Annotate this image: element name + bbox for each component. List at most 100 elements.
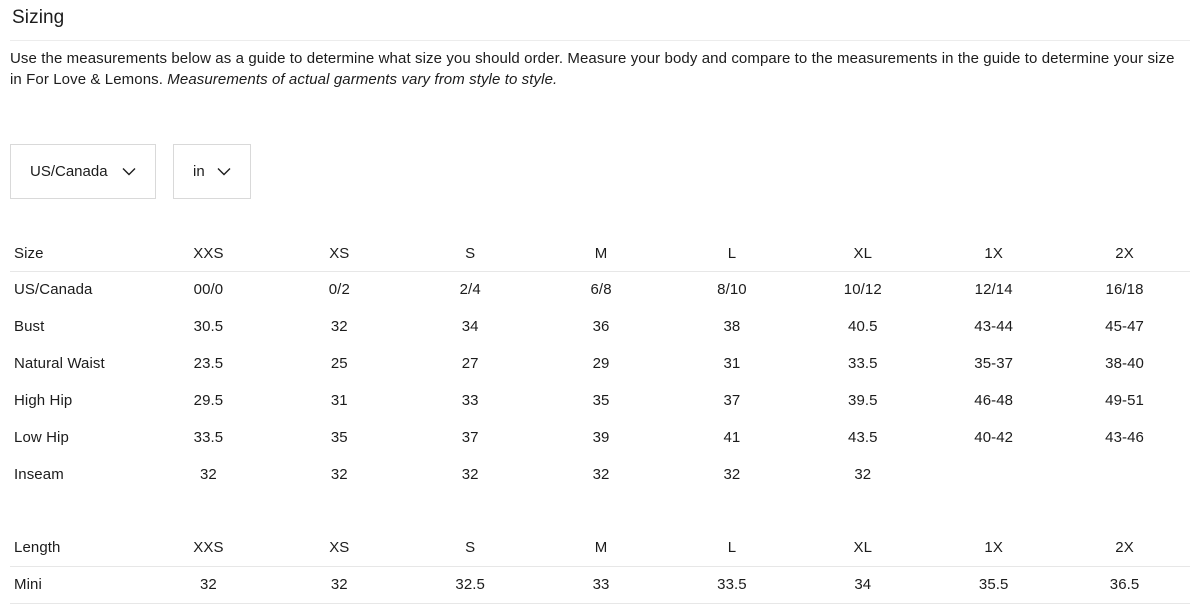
value-cell xyxy=(928,456,1059,493)
value-cell: 29 xyxy=(592,355,610,372)
unit-select-value: in xyxy=(193,163,205,180)
value-cell: 31 xyxy=(330,392,348,409)
value-cell: 32 xyxy=(592,466,610,483)
value-cell: 25 xyxy=(330,355,348,372)
value-cell: 39 xyxy=(592,429,610,446)
description-italic-text: Measurements of actual garments vary fro… xyxy=(167,70,558,88)
size-column-header: 2X xyxy=(1059,237,1190,272)
size-column-header: XS xyxy=(273,237,405,272)
value-cell: 12/14 xyxy=(974,281,1013,299)
value-cell: 35 xyxy=(330,429,348,446)
size-column-header: S xyxy=(404,530,536,567)
size-column-header: XXS xyxy=(143,237,274,272)
value-cell: 8/10 xyxy=(717,281,747,299)
value-cell: 10/12 xyxy=(843,281,882,299)
value-cell: 32 xyxy=(330,466,348,483)
filters-row: US/Canada in xyxy=(10,144,1190,199)
chevron-down-icon xyxy=(122,168,136,176)
value-cell: 33.5 xyxy=(848,355,878,372)
value-cell: 32 xyxy=(199,466,217,483)
table-row: US/Canada 00/0 0/2 2/4 6/8 8/10 10/12 12/14 16/1… xyxy=(10,271,1190,308)
value-cell: 30.5 xyxy=(193,318,224,335)
row-label: Bust xyxy=(14,318,45,335)
size-column-header: 1X xyxy=(928,530,1060,567)
header-row: Size XXS XS S M L XL 1X 2X xyxy=(10,237,1190,272)
row-label: Inseam xyxy=(14,466,64,483)
chevron-down-icon xyxy=(217,168,231,176)
page-title: Sizing xyxy=(12,7,65,28)
value-cell: 32 xyxy=(854,466,872,483)
value-cell: 38 xyxy=(723,318,741,335)
value-cell: 31 xyxy=(723,355,741,372)
size-column-header: 1X xyxy=(928,237,1060,272)
unit-select[interactable]: in xyxy=(173,144,251,199)
size-column-header: XL xyxy=(797,237,929,272)
value-cell: 23.5 xyxy=(193,355,224,372)
value-cell: 6/8 xyxy=(590,281,612,299)
value-cell: 41 xyxy=(723,429,741,446)
region-select-value: US/Canada xyxy=(30,163,108,180)
description-text: Use the measurements below as a guide to… xyxy=(10,50,1175,88)
value-cell: 43.5 xyxy=(848,429,878,446)
size-column-header: M xyxy=(535,530,667,567)
table-title-cell: Length xyxy=(10,530,143,567)
value-cell: 33.5 xyxy=(717,576,747,593)
size-column-header: S xyxy=(404,237,536,272)
size-column-header: L xyxy=(666,530,798,567)
value-cell: 35 xyxy=(592,392,610,409)
value-cell: 36.5 xyxy=(1109,576,1140,593)
value-cell: 35.5 xyxy=(978,576,1009,593)
length-measurements-table: Length XXS XS S M L XL 1X 2X Mini 32 32 32.5 33 33.5 34… xyxy=(10,530,1190,604)
size-column-header: M xyxy=(535,237,667,272)
value-cell: 32 xyxy=(199,576,217,593)
value-cell: 38-40 xyxy=(1105,355,1144,372)
value-cell: 32.5 xyxy=(455,576,485,593)
size-column-header: XXS xyxy=(143,530,274,567)
value-cell: 43-46 xyxy=(1105,429,1144,446)
value-cell: 34 xyxy=(461,318,479,335)
table-title-cell: Size xyxy=(10,237,143,272)
value-cell xyxy=(1059,456,1190,493)
value-cell: 32 xyxy=(330,576,348,593)
value-cell: 40.5 xyxy=(848,318,878,335)
value-cell: 40-42 xyxy=(974,429,1014,446)
value-cell: 2/4 xyxy=(459,281,481,299)
value-cell: 33 xyxy=(461,392,479,409)
row-label: Mini xyxy=(14,576,42,593)
table-row: High Hip 29.5 31 33 35 37 39.5 46-48 49-51 xyxy=(10,382,1190,419)
value-cell: 16/18 xyxy=(1105,281,1144,299)
value-cell: 39.5 xyxy=(848,392,878,409)
value-cell: 33.5 xyxy=(193,429,224,446)
value-cell: 46-48 xyxy=(974,392,1014,409)
value-cell: 37 xyxy=(723,392,741,409)
size-column-header: XS xyxy=(273,530,405,567)
value-cell: 37 xyxy=(461,429,479,446)
region-select[interactable]: US/Canada xyxy=(10,144,156,199)
value-cell: 35-37 xyxy=(974,355,1014,372)
size-column-header: L xyxy=(666,237,798,272)
value-cell: 32 xyxy=(723,466,741,483)
value-cell: 00/0 xyxy=(193,281,224,299)
value-cell: 32 xyxy=(330,318,348,335)
table-row: Low Hip 33.5 35 37 39 41 43.5 40-42 43-46 xyxy=(10,419,1190,456)
value-cell: 36 xyxy=(592,318,610,335)
size-measurements-table: Size XXS XS S M L XL 1X 2X US/Canada 00/0 0/2 2/4 6/8… xyxy=(10,237,1190,493)
value-cell: 49-51 xyxy=(1105,392,1144,409)
value-cell: 27 xyxy=(461,355,479,372)
size-guide-description: Use the measurements below as a guide to… xyxy=(10,49,1190,90)
title-divider xyxy=(10,40,1190,41)
table-row: Natural Waist 23.5 25 27 29 31 33.5 35-37 38-40 xyxy=(10,345,1190,382)
table-row: Inseam 32 32 32 32 32 32 xyxy=(10,456,1190,493)
table-row: Bust 30.5 32 34 36 38 40.5 43-44 45-47 xyxy=(10,308,1190,345)
row-label: Natural Waist xyxy=(14,355,105,372)
value-cell: 34 xyxy=(854,576,872,593)
value-cell: 45-47 xyxy=(1105,318,1144,335)
row-label: Low Hip xyxy=(14,429,69,446)
value-cell: 43-44 xyxy=(974,318,1014,335)
header-row: Length XXS XS S M L XL 1X 2X xyxy=(10,530,1190,567)
size-column-header: XL xyxy=(797,530,929,567)
value-cell: 0/2 xyxy=(328,281,350,299)
value-cell: 32 xyxy=(461,466,479,483)
table-row: Mini 32 32 32.5 33 33.5 34 35.5 36.5 xyxy=(10,566,1190,603)
row-label: US/Canada xyxy=(14,281,93,299)
